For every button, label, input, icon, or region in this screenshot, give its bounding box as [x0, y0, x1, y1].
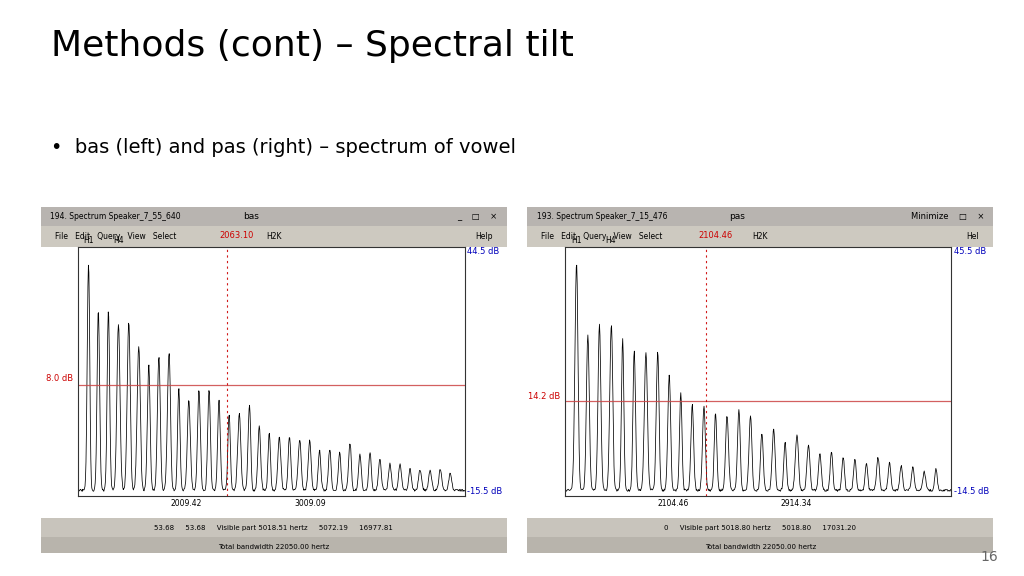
Text: -14.5 dB: -14.5 dB — [953, 487, 989, 496]
Text: Minimize    □    ×: Minimize □ × — [910, 213, 984, 221]
Text: H4: H4 — [113, 236, 124, 245]
Text: H1: H1 — [83, 236, 93, 245]
Text: 16: 16 — [981, 551, 998, 564]
Text: bas: bas — [243, 213, 259, 221]
Bar — [527, 537, 993, 553]
Text: 0     Visible part 5018.80 hertz     5018.80     17031.20: 0 Visible part 5018.80 hertz 5018.80 170… — [665, 525, 856, 531]
Text: File   Edit   Query   View   Select: File Edit Query View Select — [542, 232, 663, 241]
Text: •  bas (left) and pas (right) – spectrum of vowel: • bas (left) and pas (right) – spectrum … — [51, 138, 516, 157]
Bar — [41, 518, 507, 537]
Text: 2104.46: 2104.46 — [657, 499, 688, 508]
Text: H2K: H2K — [266, 232, 282, 241]
Text: 45.5 dB: 45.5 dB — [953, 247, 986, 256]
Text: Total bandwidth 22050.00 hertz: Total bandwidth 22050.00 hertz — [218, 544, 330, 550]
Text: 53.68     53.68     Visible part 5018.51 hertz     5072.19     16977.81: 53.68 53.68 Visible part 5018.51 hertz 5… — [155, 525, 393, 531]
Bar — [527, 518, 993, 537]
Text: H2: H2 — [93, 248, 103, 257]
Text: Methods (cont) – Spectral tilt: Methods (cont) – Spectral tilt — [51, 29, 574, 63]
Text: 2063.10: 2063.10 — [219, 231, 254, 240]
Text: 2104.46: 2104.46 — [698, 231, 732, 240]
Text: File   Edit   Query   View   Select: File Edit Query View Select — [55, 232, 176, 241]
Bar — [41, 537, 507, 553]
Text: _    □    ×: _ □ × — [458, 213, 498, 221]
Text: H2: H2 — [583, 248, 593, 257]
Text: 2914.34: 2914.34 — [781, 499, 812, 508]
Text: H4: H4 — [606, 236, 616, 245]
Text: 44.5 dB: 44.5 dB — [467, 247, 500, 256]
Text: -15.5 dB: -15.5 dB — [467, 487, 503, 496]
Text: 14.2 dB: 14.2 dB — [527, 392, 560, 401]
Bar — [41, 226, 507, 247]
Text: Hel: Hel — [967, 232, 979, 241]
Text: H1: H1 — [571, 236, 582, 245]
Bar — [527, 207, 993, 226]
Text: Total bandwidth 22050.00 hertz: Total bandwidth 22050.00 hertz — [705, 544, 816, 550]
Text: pas: pas — [729, 213, 745, 221]
Text: 194. Spectrum Speaker_7_55_640: 194. Spectrum Speaker_7_55_640 — [50, 213, 181, 221]
Text: H2K: H2K — [753, 232, 768, 241]
Text: 3009.09: 3009.09 — [295, 499, 326, 508]
Text: 8.0 dB: 8.0 dB — [46, 374, 74, 384]
Text: Help: Help — [475, 232, 493, 241]
Text: 2009.42: 2009.42 — [171, 499, 202, 508]
Bar — [527, 226, 993, 247]
Text: 193. Spectrum Speaker_7_15_476: 193. Spectrum Speaker_7_15_476 — [537, 213, 668, 221]
Bar — [41, 207, 507, 226]
